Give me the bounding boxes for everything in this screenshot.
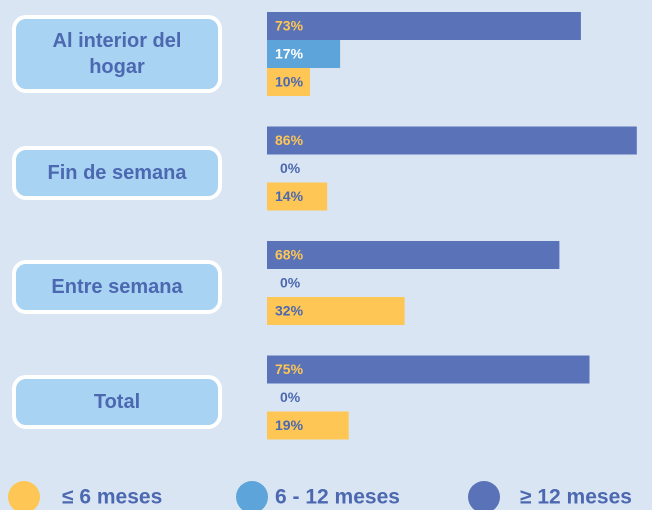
legend-label: ≥ 12 meses <box>520 486 632 509</box>
bar <box>267 12 581 40</box>
bar <box>267 126 637 155</box>
bar <box>267 355 590 384</box>
value-label: 0% <box>280 389 301 405</box>
value-label: 0% <box>280 275 301 291</box>
category-box: Fin de semana <box>12 145 222 200</box>
legend-swatch <box>236 481 268 510</box>
value-label: 75% <box>275 361 304 377</box>
value-label: 73% <box>275 18 304 34</box>
category-label: Entre semana <box>51 276 183 298</box>
value-label: 17% <box>275 46 304 62</box>
legend-label: 6 - 12 meses <box>275 486 400 509</box>
value-label: 32% <box>275 303 304 319</box>
legend-swatch <box>8 481 40 510</box>
bar <box>267 241 560 269</box>
bar <box>267 297 405 325</box>
category-label: Fin de semana <box>47 161 187 184</box>
legend-swatch <box>468 481 500 510</box>
category-box: Al interior del hogar <box>12 15 222 93</box>
bar <box>267 411 349 440</box>
value-label: 68% <box>275 247 304 263</box>
bar <box>267 40 341 68</box>
value-label: 0% <box>280 160 301 176</box>
bar <box>267 182 328 211</box>
value-label: 14% <box>275 188 304 204</box>
bar <box>267 68 310 96</box>
legend-label: ≤ 6 meses <box>62 486 162 509</box>
value-label: 19% <box>275 417 304 433</box>
category-box: Entre semana <box>12 260 222 314</box>
category-box: Total <box>12 374 222 429</box>
value-label: 10% <box>275 74 304 90</box>
category-label: Total <box>93 390 141 413</box>
value-label: 86% <box>275 132 304 148</box>
category-label: Al interior del hogar <box>52 30 182 78</box>
